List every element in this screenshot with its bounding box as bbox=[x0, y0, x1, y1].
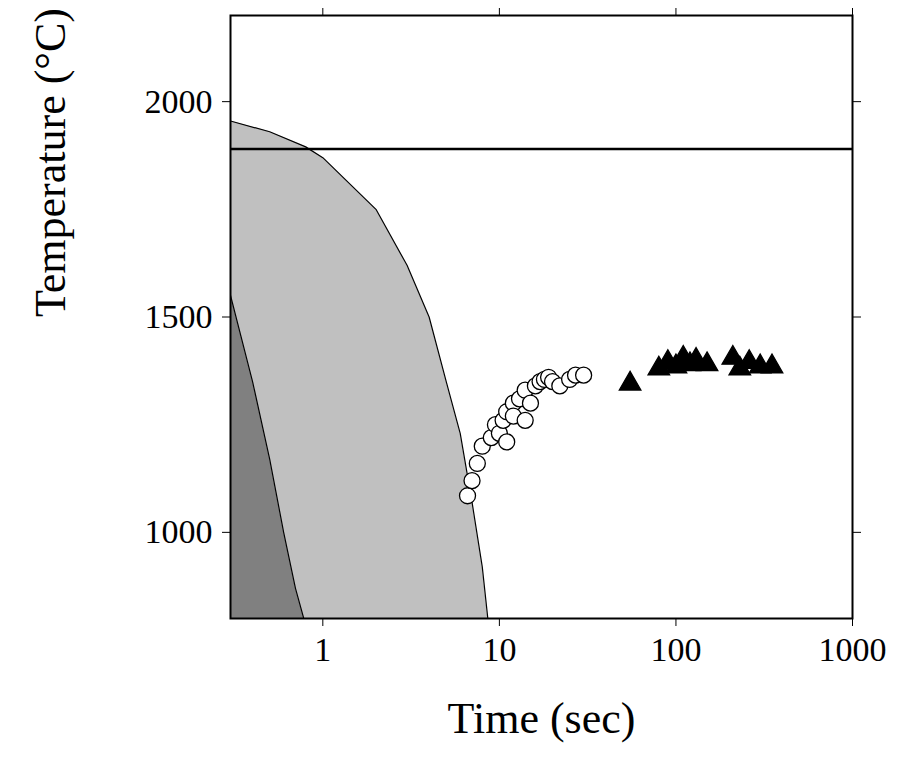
svg-text:100: 100 bbox=[650, 631, 701, 668]
svg-text:10: 10 bbox=[482, 631, 516, 668]
svg-text:1500: 1500 bbox=[145, 298, 213, 335]
svg-text:1000: 1000 bbox=[145, 513, 213, 550]
svg-text:Time (sec): Time (sec) bbox=[448, 694, 636, 743]
svg-text:Temperature (°C): Temperature (°C) bbox=[26, 8, 75, 317]
svg-text:2000: 2000 bbox=[145, 83, 213, 120]
svg-text:1: 1 bbox=[314, 631, 331, 668]
svg-text:1000: 1000 bbox=[819, 631, 887, 668]
